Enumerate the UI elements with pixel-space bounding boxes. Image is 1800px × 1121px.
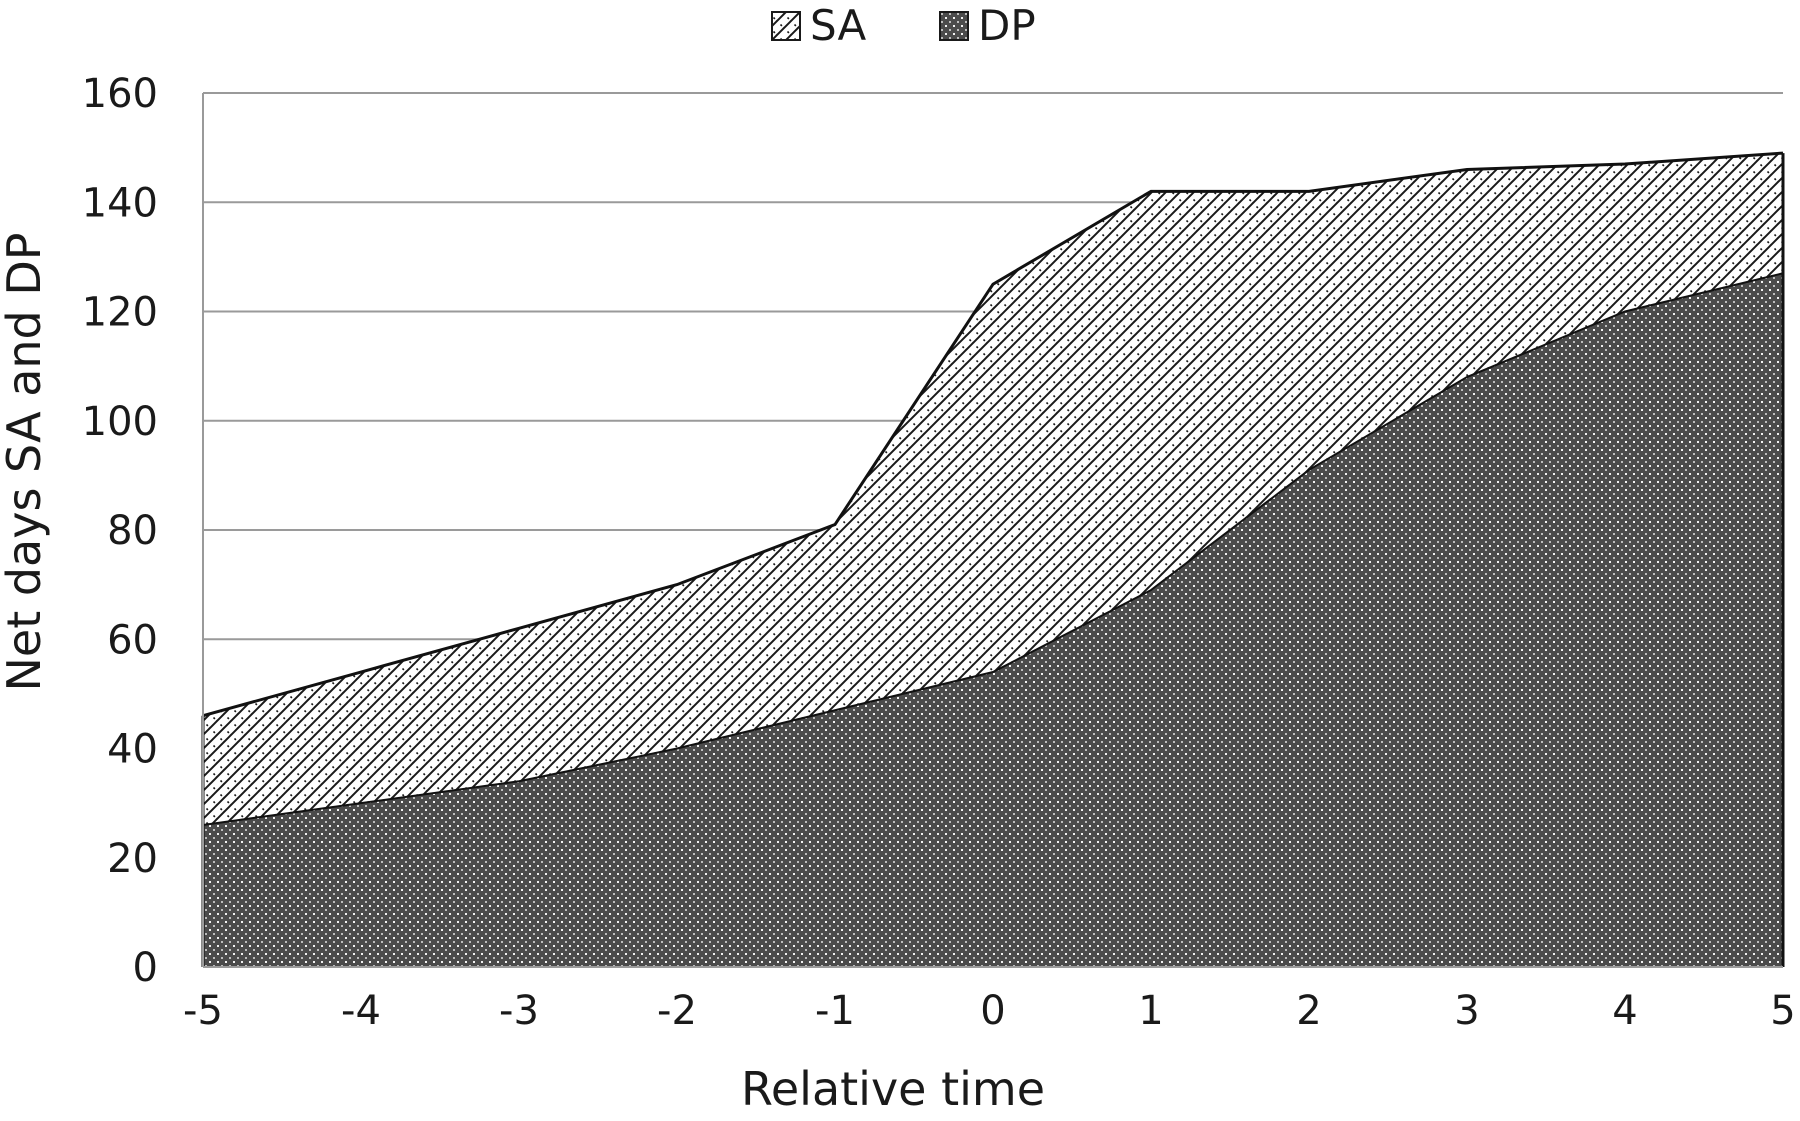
area-sa [203,153,1783,825]
x-tick-label-3: -2 [657,988,697,1034]
legend-swatch-sa [771,11,801,41]
legend-swatch-dp [939,11,969,41]
y-tick-label-5: 100 [82,399,158,445]
x-tick-label-6: 1 [1138,988,1163,1034]
x-tick-label-8: 3 [1454,988,1479,1034]
y-tick-label-6: 120 [82,290,158,336]
axes [202,93,1783,968]
y-axis-title: Net days SA and DP [0,232,51,691]
y-tick-label-4: 80 [107,508,158,554]
x-tick-label-7: 2 [1296,988,1321,1034]
legend-label-dp: DP [978,1,1036,50]
y-tick-label-2: 40 [107,727,158,773]
x-tick-label-9: 4 [1612,988,1637,1034]
y-tick-labels: 0 20 40 60 80 100 120 140 160 [82,71,158,991]
line-dp-top [202,272,1784,826]
y-tick-label-7: 140 [82,180,158,226]
x-tick-labels: -5 -4 -3 -2 -1 0 1 2 3 4 5 [183,988,1796,1034]
y-tick-label-0: 0 [133,945,158,991]
x-axis-title: Relative time [741,1062,1045,1116]
area-dp [203,273,1783,967]
line-sa-top [202,151,1784,718]
y-tick-label-1: 20 [107,836,158,882]
x-tick-label-0: -5 [183,988,223,1034]
x-tick-label-2: -3 [499,988,539,1034]
areas [201,151,1785,967]
y-tick-label-3: 60 [107,617,158,663]
x-tick-label-5: 0 [980,988,1005,1034]
legend-label-sa: SA [810,1,866,50]
x-tick-label-1: -4 [341,988,381,1034]
legend: SA DP [771,1,1036,50]
x-tick-label-4: -1 [815,988,855,1034]
y-tick-label-8: 160 [82,71,158,117]
x-tick-label-10: 5 [1770,988,1795,1034]
